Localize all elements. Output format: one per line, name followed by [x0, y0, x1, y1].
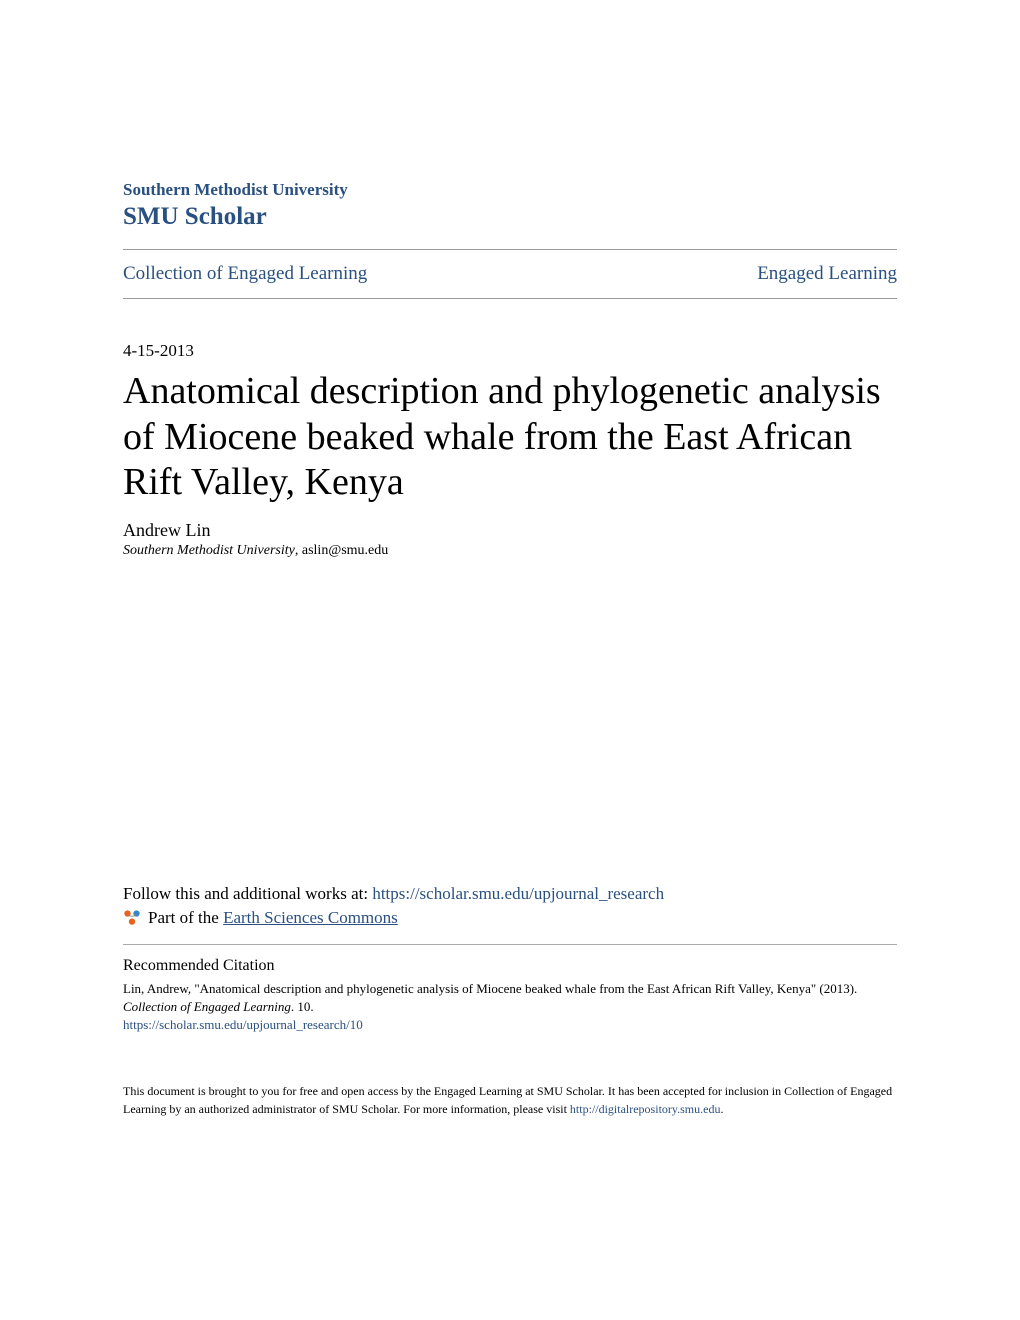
scholar-name[interactable]: SMU Scholar: [123, 203, 897, 231]
network-icon: [123, 909, 141, 927]
author-affiliation: Southern Methodist University, aslin@smu…: [123, 543, 897, 559]
citation-link[interactable]: https://scholar.smu.edu/upjournal_resear…: [123, 1017, 897, 1033]
breadcrumb-collection[interactable]: Collection of Engaged Learning: [123, 263, 367, 285]
citation-collection-name: Collection of Engaged Learning: [123, 999, 291, 1014]
part-of-prefix: Part of the: [148, 908, 223, 927]
footer-link[interactable]: http://digitalrepository.smu.edu: [570, 1102, 721, 1116]
follow-text-row: Follow this and additional works at: htt…: [123, 884, 897, 904]
citation-body: Lin, Andrew, "Anatomical description and…: [123, 980, 897, 1016]
footer-section: This document is brought to you for free…: [123, 1083, 897, 1118]
breadcrumb-row: Collection of Engaged Learning Engaged L…: [123, 250, 897, 298]
follow-prefix: Follow this and additional works at:: [123, 884, 372, 903]
citation-text-2: . 10.: [291, 999, 314, 1014]
author-email: , aslin@smu.edu: [295, 543, 388, 558]
paper-title: Anatomical description and phylogenetic …: [123, 369, 897, 506]
part-of-row: Part of the Earth Sciences Commons: [123, 908, 897, 928]
university-name: Southern Methodist University: [123, 180, 897, 200]
footer-text: This document is brought to you for free…: [123, 1083, 897, 1118]
follow-section: Follow this and additional works at: htt…: [123, 884, 897, 945]
footer-text-1: This document is brought to you for free…: [123, 1084, 892, 1115]
header-section: Southern Methodist University SMU Schola…: [123, 180, 897, 299]
citation-heading: Recommended Citation: [123, 957, 897, 975]
part-of-link[interactable]: Earth Sciences Commons: [223, 908, 398, 927]
part-of-text: Part of the Earth Sciences Commons: [148, 908, 398, 928]
citation-text-1: Lin, Andrew, "Anatomical description and…: [123, 981, 857, 996]
citation-section: Recommended Citation Lin, Andrew, "Anato…: [123, 957, 897, 1033]
divider-citation: [123, 944, 897, 945]
publication-date: 4-15-2013: [123, 341, 897, 361]
divider-breadcrumb: [123, 298, 897, 299]
affiliation-name: Southern Methodist University: [123, 543, 295, 558]
follow-url-link[interactable]: https://scholar.smu.edu/upjournal_resear…: [372, 884, 664, 903]
author-name: Andrew Lin: [123, 520, 897, 541]
breadcrumb-category[interactable]: Engaged Learning: [757, 263, 897, 285]
footer-text-2: .: [720, 1102, 723, 1116]
